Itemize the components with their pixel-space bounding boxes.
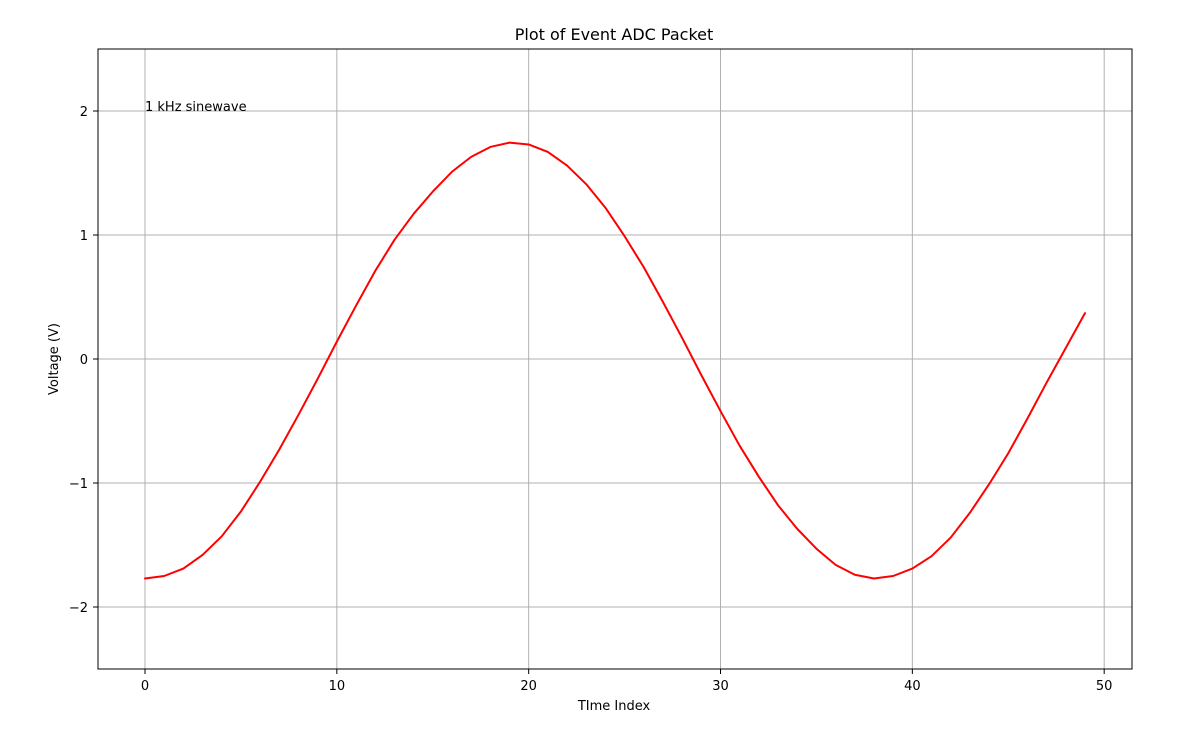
x-tick-label: 30 [712, 679, 729, 694]
y-tick-label: 2 [80, 105, 88, 120]
annotation-label: 1 kHz sinewave [145, 100, 247, 115]
grid [98, 49, 1132, 669]
x-tick-label: 50 [1096, 679, 1113, 694]
ticks: 0 10 20 30 40 50 −2 −1 0 1 2 [69, 105, 1113, 694]
x-tick-label: 20 [520, 679, 537, 694]
y-tick-label: 0 [80, 353, 88, 368]
y-tick-label: 1 [80, 229, 88, 244]
y-axis-label: Voltage (V) [47, 323, 62, 395]
series-layer [144, 141, 1086, 580]
y-tick-label: −1 [69, 477, 88, 492]
x-tick-label: 40 [904, 679, 921, 694]
x-tick-label: 0 [141, 679, 149, 694]
chart-title: Plot of Event ADC Packet [515, 25, 714, 44]
y-tick-label: −2 [69, 601, 88, 616]
x-axis-label: TIme Index [577, 699, 651, 714]
series-line [144, 141, 1086, 580]
x-tick-label: 10 [329, 679, 346, 694]
